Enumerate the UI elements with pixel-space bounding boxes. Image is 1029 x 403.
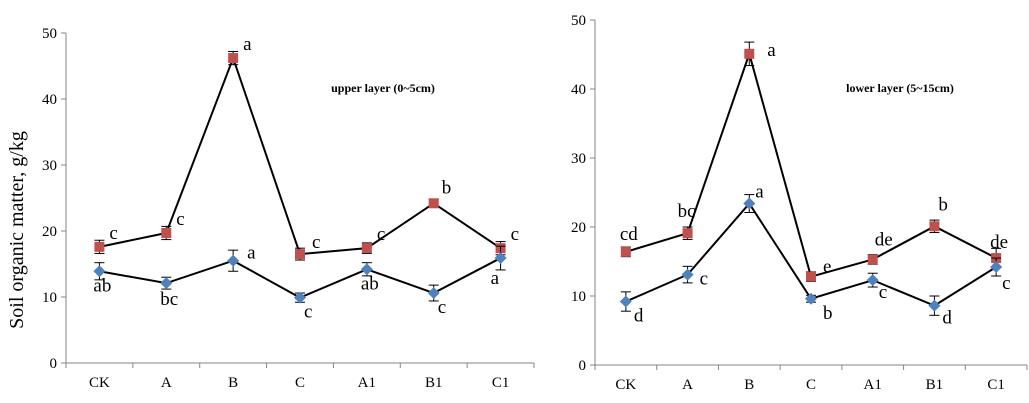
chart-lower-layer: 0 10 20 30 40 50 CK A B C A1 B1 C1 lower layer (5~15c… (571, 13, 1028, 393)
significance-label: c (109, 223, 117, 244)
y-tick-label: 50 (571, 13, 586, 29)
data-point (867, 254, 878, 265)
x-tick-label: C (806, 377, 816, 393)
data-point (743, 197, 756, 210)
data-point (619, 295, 632, 308)
x-tick-label: B1 (425, 375, 443, 391)
x-tick-label: CK (89, 375, 110, 391)
significance-label: c (304, 302, 312, 323)
significance-label: cd (620, 224, 638, 245)
x-tick-label: B1 (926, 377, 944, 393)
data-point (682, 228, 693, 239)
significance-label: a (243, 34, 252, 55)
series-line (99, 55, 502, 256)
significance-label: d (942, 308, 952, 329)
significance-label: c (438, 297, 446, 318)
x-tick-label: C (295, 375, 305, 391)
chart-title: lower layer (5~15cm) (846, 81, 954, 95)
significance-label: de (990, 232, 1008, 253)
y-tick-label: 0 (50, 356, 58, 372)
significance-label: b (442, 177, 452, 198)
y-tick-label: 40 (42, 92, 57, 108)
significance-label: b (823, 303, 833, 324)
data-point (361, 243, 372, 254)
significance-label: ab (93, 275, 111, 296)
significance-label: bc (160, 289, 178, 310)
data-point (161, 227, 172, 238)
y-tick-label: 20 (42, 224, 57, 240)
data-point (160, 277, 173, 290)
significance-label: de (875, 229, 893, 250)
chart-upper-layer: 0 10 20 30 40 50 CK A B C A1 B1 C1 upper layer (0~5cm… (42, 26, 535, 391)
data-point (744, 48, 755, 59)
significance-label: c (1002, 273, 1010, 294)
significance-label: c (700, 269, 708, 290)
y-tick-label: 30 (571, 151, 586, 167)
significance-label: c (176, 209, 184, 230)
y-tick-label: 30 (42, 158, 57, 174)
significance-label: c (377, 224, 385, 245)
y-tick-label: 10 (571, 289, 586, 305)
x-tick-label: CK (615, 377, 636, 393)
data-point (427, 287, 440, 300)
x-tick-label: A1 (864, 377, 882, 393)
data-point (928, 299, 941, 312)
data-point (295, 249, 305, 260)
data-point (929, 221, 940, 232)
significance-label: c (511, 224, 519, 245)
chart-title: upper layer (0~5cm) (331, 81, 435, 95)
y-axis-label: Soil organic matter, g/kg (6, 131, 28, 329)
x-tick-label: A (682, 377, 693, 393)
x-tick-label: C1 (987, 377, 1005, 393)
x-tick-label: B (744, 377, 754, 393)
y-tick-label: 10 (42, 290, 57, 306)
significance-label: e (823, 257, 831, 278)
data-point (428, 198, 439, 209)
data-point (227, 254, 240, 267)
data-point (620, 246, 631, 257)
significance-label: a (755, 182, 764, 203)
significance-label: a (767, 40, 776, 61)
x-tick-label: A (161, 375, 172, 391)
y-tick-label: 50 (42, 26, 57, 42)
data-point (866, 274, 879, 287)
data-point (228, 53, 239, 64)
data-point (494, 252, 507, 265)
data-point (805, 292, 817, 305)
significance-label: c (312, 232, 320, 253)
significance-label: b (938, 194, 948, 215)
y-tick-label: 20 (571, 220, 586, 236)
y-tick-label: 40 (571, 82, 586, 98)
x-tick-label: B (228, 375, 238, 391)
data-point (806, 271, 816, 282)
significance-label: c (879, 282, 887, 303)
significance-label: d (634, 306, 644, 327)
x-tick-label: C1 (492, 375, 510, 391)
significance-label: bc (678, 201, 696, 222)
y-tick-label: 0 (579, 358, 587, 374)
data-point (294, 291, 306, 304)
data-point (681, 268, 694, 281)
data-point (94, 241, 105, 252)
x-tick-label: A1 (358, 375, 376, 391)
significance-label: ab (361, 273, 379, 294)
data-point (360, 263, 373, 276)
significance-label: a (247, 243, 256, 264)
data-point (990, 261, 1003, 274)
significance-label: a (491, 268, 500, 289)
data-point (93, 265, 106, 278)
